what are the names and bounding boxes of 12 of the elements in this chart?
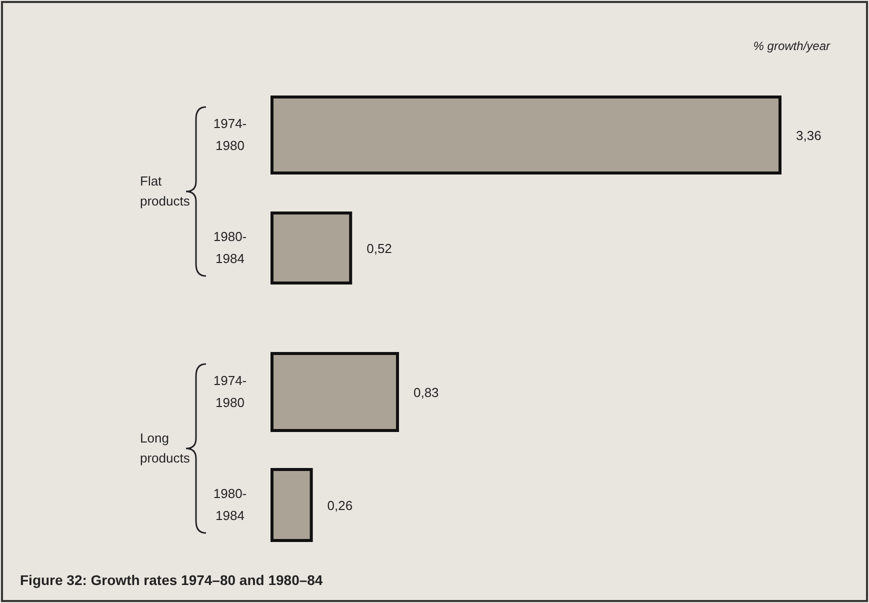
y-tick-label: 1974-1980 — [213, 116, 247, 153]
data-label: 3,36 — [796, 128, 822, 143]
text: Figure 32: Growth rates 1974–80 and 1980–84 — [20, 572, 323, 588]
data-label: 0,26 — [327, 498, 353, 513]
text: Long products — [140, 430, 190, 466]
y-tick-label: 1974-1980 — [213, 373, 247, 410]
data-label: 0,52 — [366, 241, 392, 256]
y-tick-label: 1980-1984 — [213, 486, 247, 523]
x-axis-title: % growth/year — [753, 39, 831, 53]
y-tick-label: 1980-1984 — [213, 229, 247, 266]
data-label: 0,83 — [413, 385, 439, 400]
text: Flat products — [140, 174, 190, 208]
